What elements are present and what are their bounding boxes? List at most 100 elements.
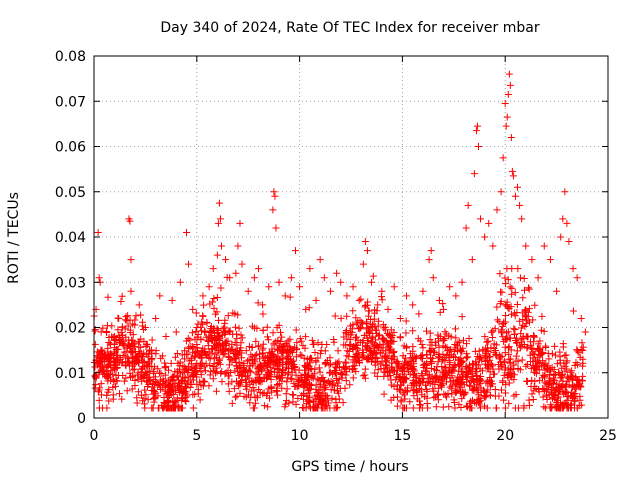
data-point bbox=[450, 361, 458, 369]
data-point bbox=[573, 274, 581, 282]
data-point bbox=[320, 274, 328, 282]
data-point bbox=[531, 368, 539, 376]
data-point bbox=[395, 362, 403, 370]
data-point bbox=[570, 391, 578, 399]
data-point bbox=[221, 316, 229, 324]
data-point bbox=[206, 371, 214, 379]
y-tick-label: 0.04 bbox=[55, 230, 86, 246]
data-point bbox=[207, 322, 215, 330]
data-point bbox=[371, 353, 379, 361]
y-tick-label: 0.03 bbox=[55, 275, 86, 291]
data-point bbox=[507, 133, 515, 141]
data-point bbox=[565, 238, 573, 246]
data-point bbox=[161, 402, 169, 410]
data-point bbox=[274, 346, 282, 354]
data-point bbox=[331, 361, 339, 369]
data-point bbox=[210, 294, 218, 302]
data-point bbox=[383, 329, 391, 337]
data-point bbox=[208, 346, 216, 354]
data-point bbox=[484, 348, 492, 356]
data-point bbox=[219, 351, 227, 359]
data-point bbox=[468, 256, 476, 264]
data-point bbox=[524, 343, 532, 351]
data-point bbox=[248, 322, 256, 330]
data-point bbox=[365, 307, 373, 315]
data-point bbox=[328, 394, 336, 402]
data-point bbox=[205, 353, 213, 361]
data-point bbox=[221, 345, 229, 353]
data-point bbox=[162, 363, 170, 371]
data-point bbox=[561, 188, 569, 196]
data-point bbox=[468, 369, 476, 377]
data-point bbox=[368, 334, 376, 342]
data-point bbox=[439, 403, 447, 411]
data-point bbox=[304, 364, 312, 372]
data-point bbox=[266, 355, 274, 363]
data-point bbox=[174, 376, 182, 384]
data-point bbox=[523, 333, 531, 341]
data-point bbox=[212, 344, 220, 352]
data-point bbox=[231, 323, 239, 331]
data-point bbox=[475, 400, 483, 408]
data-point bbox=[484, 337, 492, 345]
data-point bbox=[266, 394, 274, 402]
data-point bbox=[292, 326, 300, 334]
data-point bbox=[185, 357, 193, 365]
data-point bbox=[207, 368, 215, 376]
data-point bbox=[372, 341, 380, 349]
data-point bbox=[191, 353, 199, 361]
data-point bbox=[327, 386, 335, 394]
data-point bbox=[539, 371, 547, 379]
data-point bbox=[423, 379, 431, 387]
data-point bbox=[438, 363, 446, 371]
data-point bbox=[377, 293, 385, 301]
data-point bbox=[513, 309, 521, 317]
data-point bbox=[263, 333, 271, 341]
data-point bbox=[342, 329, 350, 337]
data-point bbox=[160, 393, 168, 401]
data-point bbox=[192, 349, 200, 357]
data-point bbox=[128, 385, 136, 393]
data-point bbox=[536, 358, 544, 366]
data-point bbox=[169, 397, 177, 405]
data-point bbox=[352, 314, 360, 322]
data-point bbox=[481, 233, 489, 241]
data-point bbox=[185, 373, 193, 381]
data-point bbox=[537, 350, 545, 358]
data-point bbox=[237, 354, 245, 362]
data-point bbox=[196, 396, 204, 404]
data-point bbox=[148, 356, 156, 364]
data-point bbox=[291, 383, 299, 391]
data-point bbox=[526, 318, 534, 326]
data-point bbox=[333, 382, 341, 390]
data-point bbox=[94, 388, 102, 396]
data-point bbox=[126, 217, 134, 225]
data-point bbox=[374, 357, 382, 365]
data-point bbox=[223, 273, 231, 281]
data-point bbox=[532, 363, 540, 371]
data-point bbox=[259, 326, 267, 334]
data-point bbox=[393, 371, 401, 379]
data-point bbox=[304, 371, 312, 379]
data-point bbox=[251, 376, 259, 384]
data-point bbox=[335, 358, 343, 366]
data-point bbox=[114, 314, 122, 322]
data-point bbox=[501, 100, 509, 108]
data-point bbox=[552, 384, 560, 392]
data-point bbox=[352, 351, 360, 359]
y-tick-label: 0.02 bbox=[55, 321, 86, 337]
data-point bbox=[574, 347, 582, 355]
data-point bbox=[105, 339, 113, 347]
data-point bbox=[390, 328, 398, 336]
data-point bbox=[108, 333, 116, 341]
data-point bbox=[124, 322, 132, 330]
data-point bbox=[243, 366, 251, 374]
data-point bbox=[440, 373, 448, 381]
data-point bbox=[501, 366, 509, 374]
data-point bbox=[297, 372, 305, 380]
data-point bbox=[255, 385, 263, 393]
data-point bbox=[473, 371, 481, 379]
data-point bbox=[115, 390, 123, 398]
data-point bbox=[181, 355, 189, 363]
data-point bbox=[506, 359, 514, 367]
